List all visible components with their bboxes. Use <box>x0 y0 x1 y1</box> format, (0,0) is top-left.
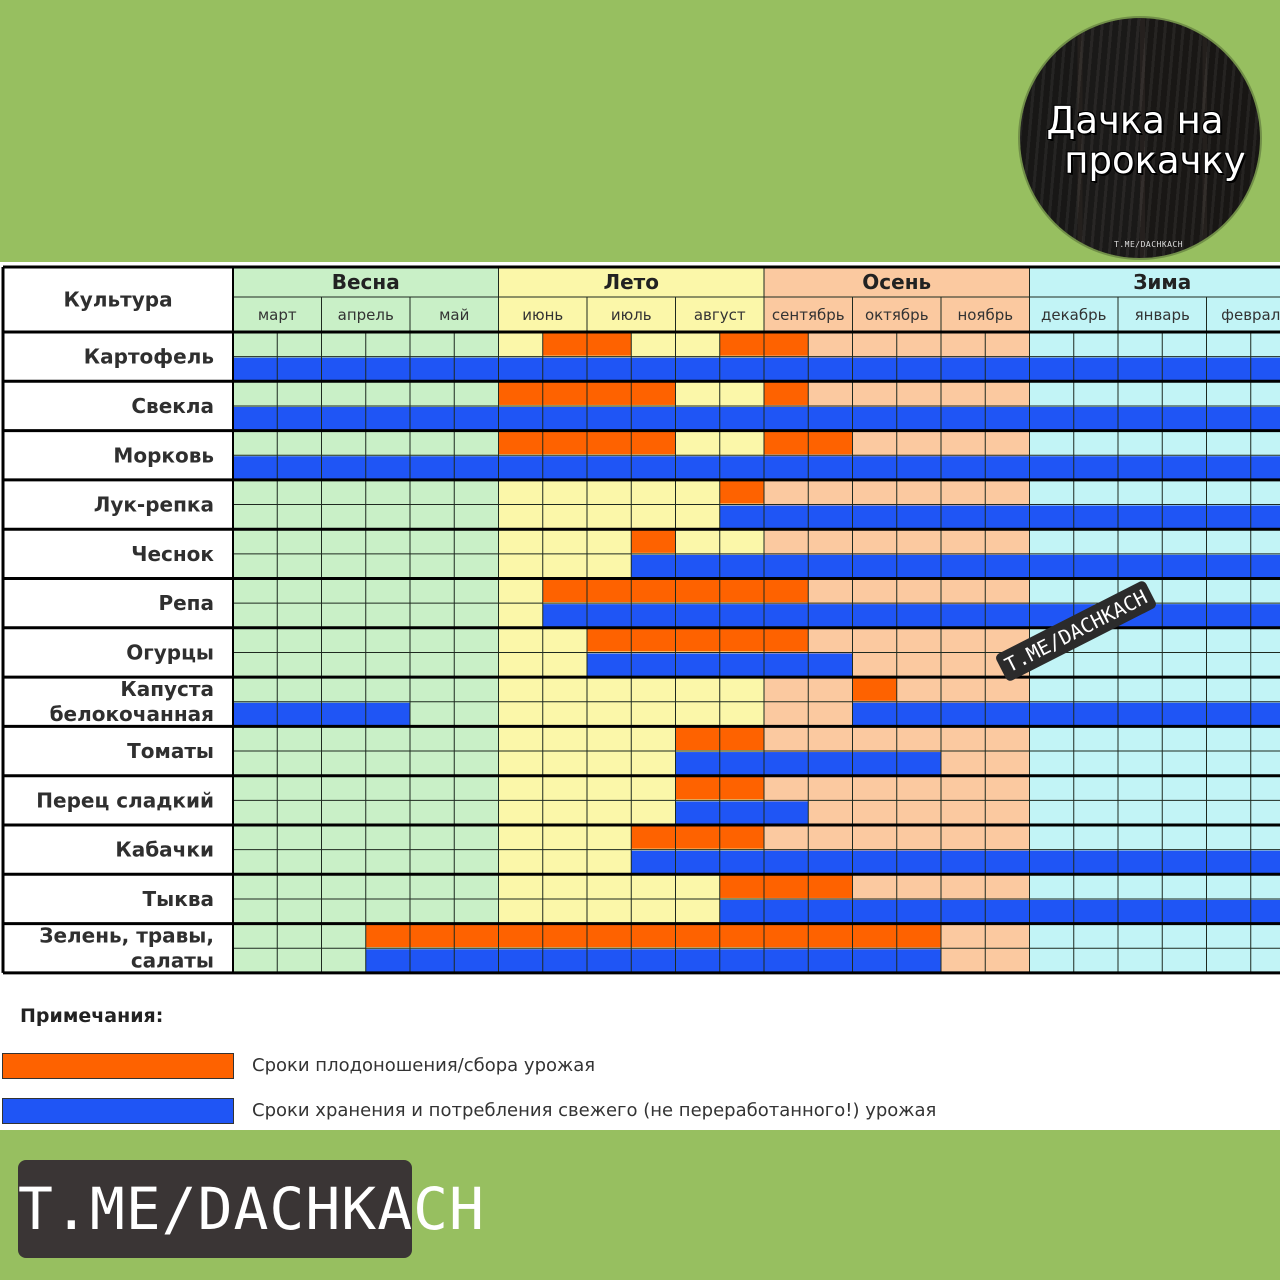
month-label: сентябрь <box>772 306 845 324</box>
month-label: декабрь <box>1041 306 1106 324</box>
legend-storage-label: Сроки хранения и потребления свежего (не… <box>252 1100 937 1121</box>
legend-harvest-label: Сроки плодоношения/сбора урожая <box>252 1055 596 1076</box>
crop-name: Чеснок <box>131 542 214 566</box>
month-label: май <box>439 306 469 324</box>
crop-name: Тыква <box>143 887 214 911</box>
month-label: ноябрь <box>957 306 1013 324</box>
month-label: январь <box>1135 306 1190 324</box>
crop-name: Перец сладкий <box>36 788 214 812</box>
notes-title: Примечания: <box>20 1005 164 1027</box>
month-label: июль <box>611 306 652 324</box>
month-label: феврал <box>1221 306 1280 324</box>
harvest-bar <box>719 480 764 504</box>
storage-bar <box>233 357 1280 381</box>
logo-line2: прокачку <box>1064 139 1246 182</box>
storage-bar <box>852 702 1280 726</box>
storage-bar <box>631 850 1280 874</box>
harvest-bar <box>631 530 676 553</box>
month-label: март <box>258 306 297 324</box>
month-label: август <box>694 306 746 324</box>
season-label: Лето <box>603 270 659 294</box>
legend-harvest-swatch <box>2 1053 234 1079</box>
crop-name: Свекла <box>131 394 214 418</box>
crop-name: белокочанная <box>50 702 214 726</box>
season-label: Осень <box>862 270 931 294</box>
storage-bar <box>631 554 1280 578</box>
label-column <box>3 267 233 973</box>
logo-small-text: T.ME/DACHKACH <box>1114 240 1184 249</box>
legend-storage-swatch <box>2 1098 234 1124</box>
crop-name: Огурцы <box>126 640 214 664</box>
logo: Дачка на прокачку T.ME/DACHKACH <box>1020 18 1260 258</box>
storage-bar <box>719 505 1280 529</box>
crop-name: Томаты <box>127 739 214 763</box>
season-label: Зима <box>1133 270 1191 294</box>
crop-name: Зелень, травы, <box>39 924 214 948</box>
season-label: Весна <box>332 270 400 294</box>
logo-line1: Дачка на <box>1046 99 1224 142</box>
crop-name: Кабачки <box>115 838 214 862</box>
storage-bar <box>675 801 809 824</box>
crop-name: Картофель <box>84 345 214 369</box>
chart-panel: Культура Весна Лето Осень Зима март апрель май и… <box>0 262 1280 1130</box>
month-label: октябрь <box>865 306 929 324</box>
culture-header: Культура <box>63 288 172 312</box>
crop-name: Морковь <box>113 443 214 467</box>
crop-name: Лук-репка <box>94 493 214 517</box>
storage-bar <box>365 949 941 972</box>
month-label: июнь <box>522 306 563 324</box>
harvest-bar <box>365 924 941 948</box>
crop-name: салаты <box>131 949 214 973</box>
storage-bar <box>542 604 1280 627</box>
harvest-bar <box>587 628 809 652</box>
harvest-bar <box>631 826 764 849</box>
harvest-bar <box>719 875 853 898</box>
storage-bar <box>719 899 1280 923</box>
crop-name: Репа <box>158 591 214 615</box>
harvest-bar <box>764 382 809 405</box>
crop-name: Капуста <box>120 677 214 701</box>
storage-bar <box>233 406 1280 430</box>
month-label: апрель <box>338 306 394 324</box>
harvest-bar <box>852 678 897 701</box>
storage-bar <box>233 456 1280 479</box>
channel-badge: T.ME/DACHKACH <box>18 1160 484 1258</box>
